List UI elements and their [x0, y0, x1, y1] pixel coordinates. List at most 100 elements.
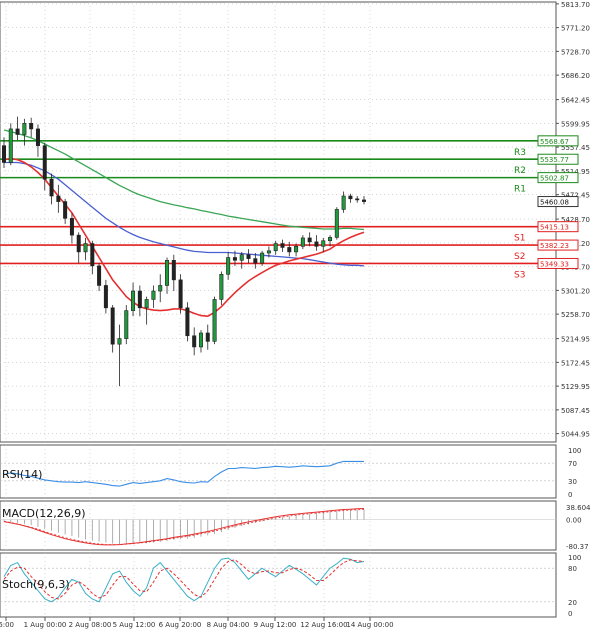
candle-body-31	[212, 299, 217, 342]
candle-body-19	[131, 290, 136, 311]
level-s1-price: 5415.13	[540, 224, 569, 232]
candle-body-36	[246, 254, 251, 259]
level-r1-label: R1	[514, 185, 526, 195]
candle-body-34	[232, 257, 237, 261]
y-tick-label-14: 5214.95	[561, 336, 590, 344]
candle-body-45	[307, 237, 312, 243]
y-tick-label-12: 5301.20	[561, 287, 590, 295]
candle-body-37	[253, 258, 258, 264]
x-tick-label-5: 8 Aug 04:00	[207, 621, 250, 629]
candle-body-7	[49, 178, 54, 197]
candle-body-18	[124, 310, 129, 339]
candle-body-21	[144, 299, 149, 309]
y-tick-label-0: 5813.70	[561, 1, 590, 9]
candle-body-24	[165, 259, 170, 286]
candle-body-8	[56, 195, 61, 202]
stoch-k-line	[3, 557, 365, 603]
x-tick-label-6: 9 Aug 12:00	[254, 621, 297, 629]
candle-body-0	[1, 145, 7, 163]
candle-body-27	[185, 307, 190, 337]
x-tick-label-1: 1 Aug 00:00	[24, 621, 67, 629]
macd-tick-2: -80.37	[566, 543, 589, 551]
y-tick-label-17: 5087.45	[561, 407, 590, 415]
level-r3-label: R3	[514, 148, 526, 158]
candle-body-51	[348, 195, 353, 200]
candle-body-14	[97, 265, 102, 286]
candle-body-22	[151, 290, 156, 300]
macd-signal-line	[3, 509, 365, 545]
level-s3-tag	[537, 257, 579, 269]
candle-body-42	[287, 247, 292, 253]
level-s3-price: 5349.33	[540, 260, 569, 268]
candle-body-12	[83, 243, 88, 253]
rsi-tick-0: 100	[568, 447, 581, 455]
current-price-tag	[537, 196, 579, 208]
macd-label: MACD(12,26,9)	[2, 507, 86, 520]
macd-line	[3, 508, 365, 546]
level-r2-tag	[537, 153, 579, 165]
stoch-label: Stoch(9,6,3)	[2, 578, 70, 591]
level-r3-price: 5568.67	[540, 138, 569, 146]
y-tick-label-6: 5557.45	[561, 144, 590, 152]
candle-body-41	[280, 243, 285, 248]
x-tick-label-2: 2 Aug 08:00	[69, 621, 112, 629]
y-tick-label-7: 5514.95	[561, 168, 590, 176]
candle-body-25	[171, 259, 176, 281]
candle-body-33	[226, 257, 231, 275]
candle-body-49	[334, 209, 339, 238]
candle-body-9	[63, 201, 68, 219]
level-r3-tag	[537, 135, 579, 147]
level-s1-tag	[537, 221, 579, 233]
candle-body-47	[321, 240, 326, 247]
x-tick-label-7: 12 Aug 16:00	[300, 621, 347, 629]
rsi-label: RSI(14)	[2, 468, 42, 481]
candle-body-26	[178, 279, 183, 309]
x-tick-label-3: 5 Aug 12:00	[113, 621, 156, 629]
candle-body-52	[355, 198, 360, 201]
y-tick-label-13: 5258.70	[561, 311, 590, 319]
stoch-tick-2: 20	[568, 599, 577, 607]
candle-body-4	[29, 123, 34, 130]
candle-body-17	[117, 338, 122, 345]
candle-body-6	[42, 145, 47, 180]
y-tick-label-3: 5686.20	[561, 72, 590, 80]
candle-body-38	[260, 252, 265, 264]
candle-body-46	[314, 241, 319, 247]
y-tick-label-2: 5728.70	[561, 48, 590, 56]
y-tick-label-5: 5599.95	[561, 120, 590, 128]
level-r1-tag	[537, 172, 579, 184]
rsi-line	[3, 460, 364, 487]
candle-body-50	[341, 195, 346, 210]
stoch-tick-3: 0	[568, 610, 572, 618]
candle-body-30	[205, 332, 210, 342]
candle-body-23	[158, 285, 163, 292]
macd-tick-0: 38.604	[566, 504, 591, 512]
y-tick-label-1: 5771.20	[561, 25, 590, 33]
rsi-tick-3: 0	[568, 491, 572, 499]
candle-body-43	[294, 246, 299, 253]
stoch-tick-0: 100	[568, 554, 581, 562]
pane-macd-frame	[0, 500, 557, 551]
x-tick-label-8: 14 Aug 00:00	[346, 621, 393, 629]
y-tick-label-16: 5129.95	[561, 383, 590, 391]
candle-body-16	[110, 307, 115, 345]
ma-line-1	[4, 161, 365, 267]
candle-body-48	[328, 237, 333, 242]
ma-line-0	[3, 129, 365, 231]
candle-body-11	[76, 234, 81, 253]
rsi-tick-1: 70	[568, 460, 577, 468]
rsi-tick-2: 30	[568, 478, 577, 486]
level-s2-price: 5382.23	[540, 242, 569, 250]
level-r2-price: 5535.77	[540, 156, 569, 164]
candle-body-10	[69, 218, 74, 236]
candle-body-13	[90, 243, 95, 267]
y-tick-label-18: 5044.95	[561, 431, 590, 439]
current-price-label: 5460.08	[540, 199, 569, 207]
pane-stoch-frame	[0, 552, 557, 618]
candle-body-35	[239, 254, 244, 261]
macd-tick-1: 0.00	[566, 517, 582, 525]
pane-rsi-frame	[0, 444, 557, 499]
candle-body-1	[8, 128, 13, 163]
y-tick-label-9: 5428.70	[561, 216, 590, 224]
